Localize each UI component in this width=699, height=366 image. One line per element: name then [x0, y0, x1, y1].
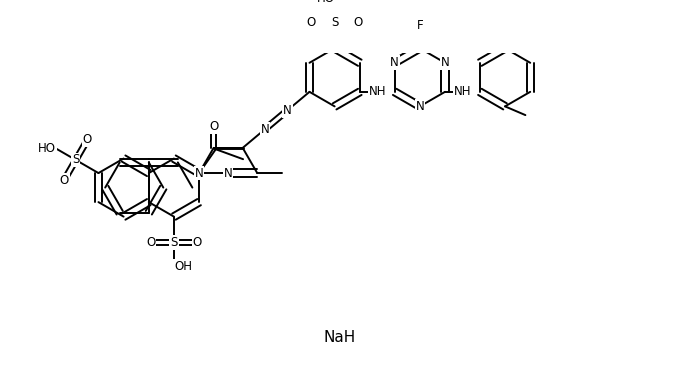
Text: O: O: [209, 120, 218, 132]
Text: NH: NH: [454, 85, 471, 98]
Text: N: N: [440, 56, 449, 69]
Text: S: S: [72, 153, 80, 167]
Text: N: N: [224, 167, 233, 180]
Text: O: O: [146, 236, 155, 249]
Text: N: N: [261, 123, 269, 136]
Text: N: N: [283, 104, 291, 117]
Text: O: O: [82, 133, 92, 146]
Text: HO: HO: [317, 0, 335, 5]
Text: OH: OH: [174, 259, 192, 273]
Text: S: S: [331, 16, 338, 29]
Text: O: O: [307, 16, 316, 29]
Text: NH: NH: [368, 85, 386, 98]
Text: O: O: [59, 173, 69, 187]
Text: N: N: [415, 100, 424, 113]
Text: NaH: NaH: [323, 330, 355, 345]
Text: S: S: [171, 236, 178, 249]
Text: N: N: [195, 167, 203, 180]
Text: O: O: [353, 16, 363, 29]
Text: F: F: [417, 19, 423, 31]
Text: N: N: [390, 56, 399, 69]
Text: HO: HO: [38, 142, 56, 155]
Text: O: O: [192, 236, 202, 249]
